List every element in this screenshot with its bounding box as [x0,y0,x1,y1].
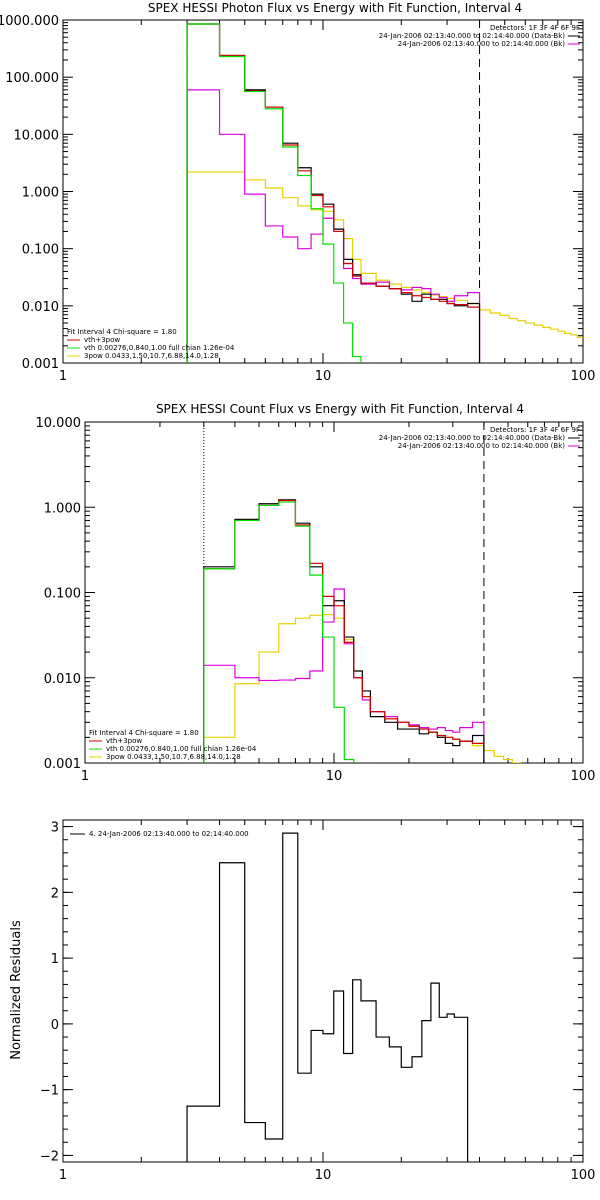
count-legend-entry-2: vth 0.00276,0.840,1.00 full chian 1.26e-… [106,745,257,753]
residuals-y-axis-label: Normalized Residuals [9,920,24,1060]
count-x-tick-label: 1 [81,769,89,784]
residuals-x-tick-label: 100 [571,1168,596,1183]
photon-plot-frame [62,19,584,364]
count-series-vth [203,501,355,763]
photon-y-tick-label: 100.000 [5,71,59,86]
count-title: SPEX HESSI Count Flux vs Energy with Fit… [156,402,524,416]
count-y-tick-label: 1.000 [44,501,81,516]
residuals-marks [186,832,469,1162]
count-series-data-bk [203,499,485,763]
photon-y-ticks: 0.001 0.010 0.100 1.000 10.000 100.000 1000.00… [0,14,583,372]
count-axes: 1 10 100 0.001 0.010 0.100 1.000 10.000 [36,416,596,784]
count-series-vth-3pow [203,499,484,763]
photon-y-tick-label: 0.010 [22,300,59,315]
photon-series-vth [186,23,362,363]
photon-y-tick-label: 1000.000 [0,14,59,29]
residuals-x-tick-label: 1 [59,1168,67,1183]
photon-axes: 1 10 100 0.001 0.010 0.100 1.000 10.000 100.000 1… [0,14,595,384]
photon-y-tick-label: 1.000 [22,186,59,201]
count-legend-header: Fit Interval 4 Chi-square = 1.80 [89,729,199,737]
photon-y-tick-label: 0.001 [22,357,59,372]
count-y-tick-label: 0.001 [44,757,81,772]
count-y-tick-label: 0.010 [44,672,81,687]
count-legend-top-line-3: 24-Jan-2006 02:13:40.000 to 02:14:40.000… [398,442,566,450]
residuals-plot-frame [62,819,584,1163]
residuals-y-tick-label: −2 [40,1149,59,1164]
count-series-3pow [203,614,521,763]
count-x-tick-label: 100 [571,769,596,784]
count-legend-entry-3: 3pow 0.0433,1.50,10.7,6.88,14.0,1.28 [106,753,241,761]
count-y-tick-label: 0.100 [44,587,81,602]
residuals-y-tick-label: 1 [51,952,59,967]
photon-x-tick-label: 100 [571,369,596,384]
photon-legend-top-line-1: Detectors: 1F 3F 4F 6F 9F [490,24,580,32]
photon-legend-entry-1: vth+3pow [84,336,120,344]
count-legend-top-line-1: Detectors: 1F 3F 4F 6F 9F [490,426,580,434]
residuals-x-tick-label: 10 [315,1168,332,1183]
count-legend-entry-1: vth+3pow [106,737,142,745]
count-y-tick-label: 10.000 [36,416,82,431]
residuals-y-tick-label: 2 [51,886,59,901]
residuals-y-tick-label: 0 [51,1018,59,1033]
residuals-axes: 1 10 100 −2 −1 0 1 2 3 [40,820,596,1183]
residuals-y-tick-label: 3 [51,821,59,836]
residuals-y-tick-label: −1 [40,1084,59,1099]
photon-x-tick-label: 10 [315,369,332,384]
photon-y-tick-label: 10.000 [14,128,60,143]
count-x-tick-label: 10 [326,769,343,784]
photon-series-vth-3pow [186,23,480,363]
count-y-ticks: 0.001 0.010 0.100 1.000 10.000 [36,416,583,772]
photon-series-3pow [186,171,583,363]
count-legend-top-line-2: 24-Jan-2006 02:13:40.000 to 02:14:40.000… [379,434,566,442]
residuals-legend-entry: 4. 24-Jan-2006 02:13:40.000 to 02:14:40.… [89,830,249,838]
residuals-series-residuals [186,832,469,1162]
photon-legend-header: Fit Interval 4 Chi-square = 1.80 [67,328,177,336]
photon-x-tick-label: 1 [59,369,67,384]
photon-marks [186,20,583,363]
photon-legend-entry-3: 3pow 0.0433,1.50,10.7,6.88,14.0,1.28 [84,352,219,360]
photon-title: SPEX HESSI Photon Flux vs Energy with Fi… [148,1,522,15]
count-marks [203,422,521,763]
photon-legend-top-line-3: 24-Jan-2006 02:13:40.000 to 02:14:40.000… [398,40,566,48]
residuals-y-ticks: −2 −1 0 1 2 3 [40,821,583,1164]
residuals-x-ticks: 1 10 100 [59,820,596,1183]
photon-legend-top-line-2: 24-Jan-2006 02:13:40.000 to 02:14:40.000… [379,32,566,40]
photon-legend-entry-2: vth 0.00276,0.840,1.00 full chian 1.26e-… [84,344,235,352]
photon-y-tick-label: 0.100 [22,243,59,258]
